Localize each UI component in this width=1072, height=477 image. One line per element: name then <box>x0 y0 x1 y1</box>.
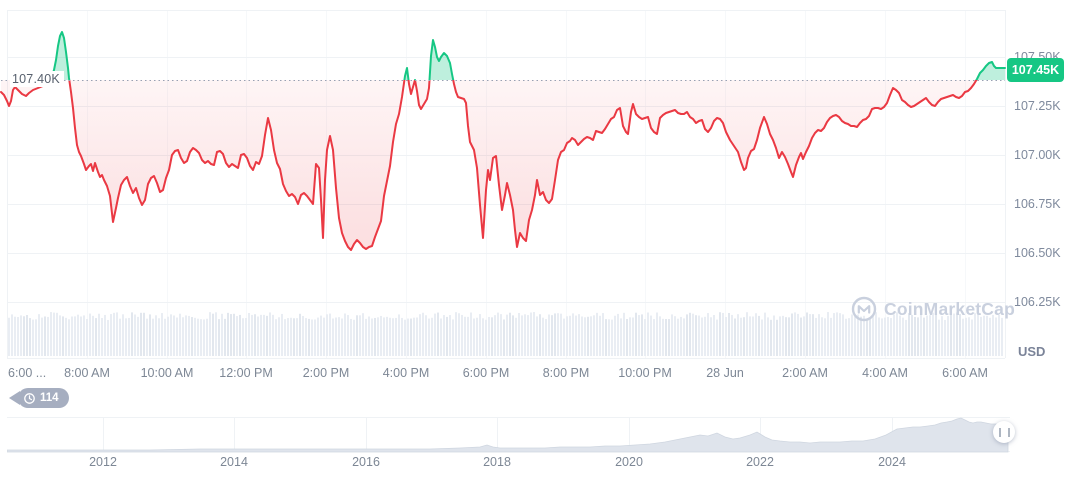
baseline-price-label: 107.40K <box>10 71 64 87</box>
current-price-badge: 107.45K <box>1007 58 1064 82</box>
price-axis-tick: 106.25K <box>1014 295 1061 309</box>
timeline-year-label: 2014 <box>220 455 248 469</box>
timeline-year-label: 2018 <box>483 455 511 469</box>
coinmarketcap-watermark: CoinMarketCap <box>851 296 1015 322</box>
timeline-handle[interactable] <box>993 421 1015 443</box>
timeline-scrubber[interactable] <box>7 416 1010 453</box>
time-axis-tick: 6:00 AM <box>942 366 988 380</box>
coinmarketcap-logo-icon <box>851 296 877 322</box>
price-chart-canvas[interactable] <box>0 0 1072 362</box>
history-clock-icon <box>24 392 35 404</box>
time-axis-tick: 2:00 AM <box>782 366 828 380</box>
horizontal-gridlines <box>7 10 1006 359</box>
price-line <box>0 31 1006 251</box>
time-axis-tick: 10:00 PM <box>618 366 672 380</box>
timeline-year-label: 2016 <box>352 455 380 469</box>
price-axis-tick: 106.50K <box>1014 246 1061 260</box>
time-axis-tick: 6:00 PM <box>462 366 510 380</box>
timeline-history-area <box>7 417 1009 453</box>
time-axis-tick: 2:00 PM <box>302 366 350 380</box>
time-axis-tick: 10:00 AM <box>140 366 194 380</box>
price-axis-tick: 107.25K <box>1014 99 1061 113</box>
time-axis-tick: 12:00 PM <box>219 366 273 380</box>
price-axis-tick: 107.00K <box>1014 148 1061 162</box>
currency-label: USD <box>1018 344 1046 359</box>
price-axis-tick: 106.75K <box>1014 197 1061 211</box>
time-axis-tick: 8:00 AM <box>64 366 110 380</box>
timeline-year-label: 2022 <box>746 455 774 469</box>
timeline-year-label: 2012 <box>89 455 117 469</box>
time-axis-tick: 4:00 AM <box>862 366 908 380</box>
time-axis-tick: 6:00 ... <box>8 366 47 380</box>
watermark-text: CoinMarketCap <box>884 298 1015 319</box>
history-badge[interactable]: 114 <box>18 388 69 408</box>
timeline-year-label: 2020 <box>615 455 643 469</box>
time-axis-tick: 4:00 PM <box>382 366 430 380</box>
time-axis-tick: 28 Jun <box>706 366 744 380</box>
timeline-year-label: 2024 <box>878 455 906 469</box>
time-axis-tick: 8:00 PM <box>542 366 590 380</box>
pause-icon <box>998 427 1010 437</box>
volume-bars <box>8 312 1003 356</box>
price-area-fill <box>1 32 1005 250</box>
history-badge-count: 114 <box>40 392 59 404</box>
